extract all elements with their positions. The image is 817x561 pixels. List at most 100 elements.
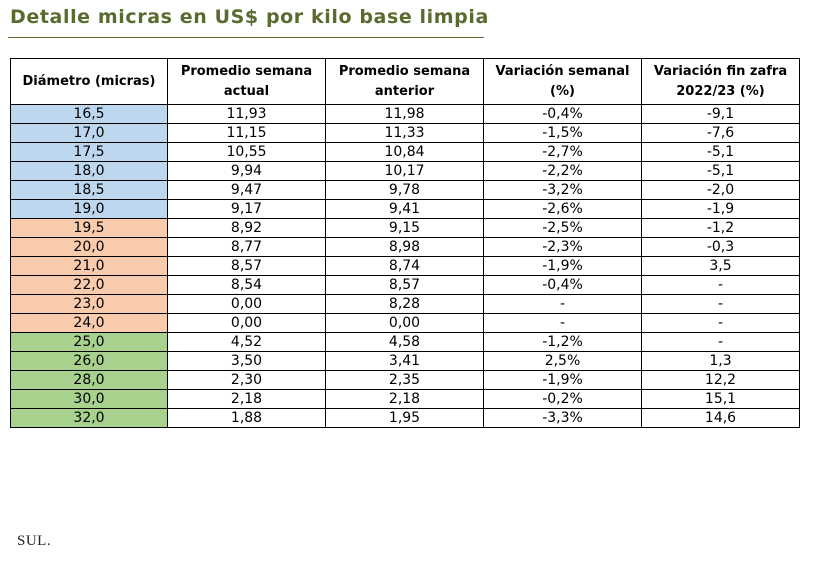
header-line: actual (223, 83, 270, 99)
current-week-cell: 0,00 (167, 313, 326, 333)
current-week-cell: 8,92 (167, 218, 326, 238)
season-variation-cell: - (641, 313, 800, 333)
current-week-cell: 9,17 (167, 199, 326, 219)
current-week-cell: 3,50 (167, 351, 326, 371)
current-week-cell: 2,30 (167, 370, 326, 390)
previous-week-cell: 11,33 (325, 123, 484, 143)
season-variation-cell: 3,5 (641, 256, 800, 276)
table-row: 24,0 0,00 0,00- - (10, 313, 800, 333)
weekly-variation-cell: -2,5% (483, 218, 642, 238)
header-line: Promedio semana (338, 63, 471, 79)
diameter-cell: 24,0 (10, 313, 168, 333)
table-row: 21,0 8,57 8,74 -1,9% 3,5 (10, 256, 800, 276)
header-line: anterior (374, 83, 435, 99)
current-week-cell: 8,77 (167, 237, 326, 257)
header-line: 2022/23 (%) (676, 83, 765, 99)
previous-week-cell: 9,41 (325, 199, 484, 219)
season-variation-cell: -0,3 (641, 237, 800, 257)
season-variation-cell: -1,2 (641, 218, 800, 238)
current-week-cell: 4,52 (167, 332, 326, 352)
page-title: Detalle micras en US$ por kilo base limp… (10, 6, 489, 28)
weekly-variation-cell: -2,2% (483, 161, 642, 181)
season-variation-cell: -7,6 (641, 123, 800, 143)
header-line: Variación fin zafra (653, 63, 788, 79)
table-row: 30,0 2,18 2,18 -0,2% 15,1 (10, 389, 800, 409)
previous-week-cell: 8,74 (325, 256, 484, 276)
diameter-cell: 19,5 (10, 218, 168, 238)
table-body: 16,5 11,93 11,98 -0,4% -9,1 17,0 11,15 11,33 -1,… (10, 104, 800, 428)
weekly-variation-cell: - (483, 313, 642, 333)
title-underline (8, 37, 484, 38)
current-week-cell: 8,54 (167, 275, 326, 295)
season-variation-cell: -9,1 (641, 104, 800, 124)
weekly-variation-cell: -1,2% (483, 332, 642, 352)
weekly-variation-cell: -2,3% (483, 237, 642, 257)
header-variacion-semanal: Variación semanal (%) (483, 58, 642, 105)
diameter-cell: 20,0 (10, 237, 168, 257)
previous-week-cell: 9,78 (325, 180, 484, 200)
header-diametro: Diámetro (micras) (10, 58, 168, 105)
table-row: 18,0 9,94 10,17 -2,2% -5,1 (10, 161, 800, 181)
previous-week-cell: 9,15 (325, 218, 484, 238)
diameter-cell: 18,5 (10, 180, 168, 200)
table-row: 17,0 11,15 11,33 -1,5% -7,6 (10, 123, 800, 143)
current-week-cell: 8,57 (167, 256, 326, 276)
current-week-cell: 9,94 (167, 161, 326, 181)
header-promedio-anterior: Promedio semana anterior (325, 58, 484, 105)
season-variation-cell: - (641, 294, 800, 314)
diameter-cell: 23,0 (10, 294, 168, 314)
table-row: 25,0 4,52 4,58 -1,2% - (10, 332, 800, 352)
weekly-variation-cell: -0,4% (483, 104, 642, 124)
diameter-cell: 25,0 (10, 332, 168, 352)
previous-week-cell: 1,95 (325, 408, 484, 428)
table-row: 26,0 3,50 3,41 2,5% 1,3 (10, 351, 800, 371)
current-week-cell: 1,88 (167, 408, 326, 428)
weekly-variation-cell: -1,9% (483, 256, 642, 276)
weekly-variation-cell: -1,5% (483, 123, 642, 143)
weekly-variation-cell: -1,9% (483, 370, 642, 390)
table-row: 19,0 9,17 9,41 -2,6% -1,9 (10, 199, 800, 219)
diameter-cell: 16,5 (10, 104, 168, 124)
season-variation-cell: 12,2 (641, 370, 800, 390)
diameter-cell: 28,0 (10, 370, 168, 390)
header-line: Promedio semana (180, 63, 313, 79)
season-variation-cell: 14,6 (641, 408, 800, 428)
previous-week-cell: 11,98 (325, 104, 484, 124)
diameter-cell: 17,0 (10, 123, 168, 143)
season-variation-cell: -5,1 (641, 161, 800, 181)
weekly-variation-cell: -0,2% (483, 389, 642, 409)
micron-price-table: Diámetro (micras) Promedio semana actual… (10, 58, 800, 428)
previous-week-cell: 0,00 (325, 313, 484, 333)
header-promedio-actual: Promedio semana actual (167, 58, 326, 105)
table-row: 17,5 10,55 10,84 -2,7% -5,1 (10, 142, 800, 162)
header-variacion-zafra: Variación fin zafra 2022/23 (%) (641, 58, 800, 105)
current-week-cell: 11,15 (167, 123, 326, 143)
diameter-cell: 30,0 (10, 389, 168, 409)
current-week-cell: 0,00 (167, 294, 326, 314)
table-row: 20,0 8,77 8,98 -2,3% -0,3 (10, 237, 800, 257)
table-row: 19,5 8,92 9,15 -2,5% -1,2 (10, 218, 800, 238)
current-week-cell: 2,18 (167, 389, 326, 409)
weekly-variation-cell: -3,2% (483, 180, 642, 200)
table-row: 32,0 1,88 1,95 -3,3% 14,6 (10, 408, 800, 428)
previous-week-cell: 4,58 (325, 332, 484, 352)
season-variation-cell: - (641, 275, 800, 295)
previous-week-cell: 8,57 (325, 275, 484, 295)
table-row: 28,0 2,30 2,35 -1,9% 12,2 (10, 370, 800, 390)
table-row: 18,5 9,47 9,78 -3,2% -2,0 (10, 180, 800, 200)
previous-week-cell: 2,18 (325, 389, 484, 409)
table-header-row: Diámetro (micras) Promedio semana actual… (10, 58, 800, 105)
current-week-cell: 10,55 (167, 142, 326, 162)
current-week-cell: 11,93 (167, 104, 326, 124)
diameter-cell: 22,0 (10, 275, 168, 295)
current-week-cell: 9,47 (167, 180, 326, 200)
diameter-cell: 32,0 (10, 408, 168, 428)
previous-week-cell: 10,17 (325, 161, 484, 181)
weekly-variation-cell: - (483, 294, 642, 314)
diameter-cell: 19,0 (10, 199, 168, 219)
season-variation-cell: 15,1 (641, 389, 800, 409)
previous-week-cell: 10,84 (325, 142, 484, 162)
season-variation-cell: 1,3 (641, 351, 800, 371)
weekly-variation-cell: -2,7% (483, 142, 642, 162)
table-row: 23,0 0,00 8,28- - (10, 294, 800, 314)
